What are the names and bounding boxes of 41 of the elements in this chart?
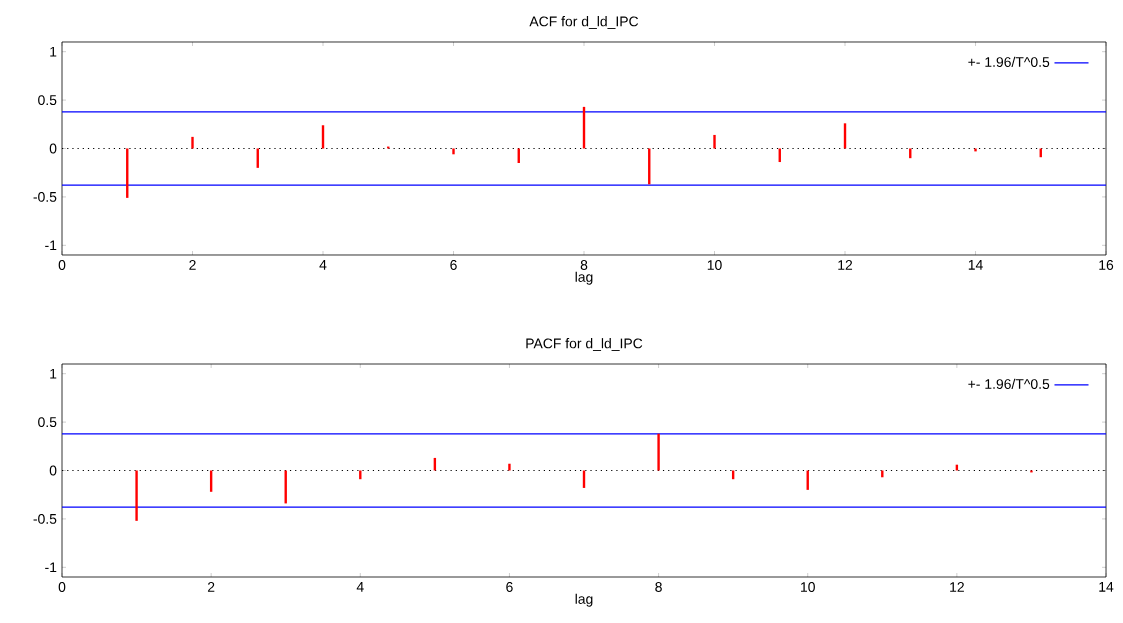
- y-tick-label: -1: [45, 562, 57, 573]
- x-tick-label: 12: [838, 260, 853, 270]
- x-tick-label: 2: [207, 582, 215, 592]
- x-tick-label: 12: [950, 582, 964, 592]
- chart-title: ACF for d_ld_IPC: [529, 16, 639, 29]
- x-tick-label: 8: [580, 260, 588, 270]
- y-tick-label: 0: [49, 143, 57, 154]
- y-tick-label: -1: [45, 240, 57, 251]
- x-tick-label: 14: [1099, 582, 1114, 592]
- bar: [974, 148, 977, 152]
- x-tick-label: 16: [1099, 260, 1114, 270]
- x-tick-label: 6: [506, 582, 513, 592]
- y-tick-label: 0.5: [38, 417, 57, 428]
- chart-title: PACF for d_ld_IPC: [526, 338, 643, 351]
- x-axis-title: lag: [575, 271, 593, 285]
- y-tick-label: 1: [50, 368, 57, 379]
- y-tick-label: -0.5: [33, 191, 57, 202]
- x-tick-label: 6: [450, 260, 457, 270]
- x-tick-label: 8: [655, 582, 662, 592]
- x-tick-label: 2: [189, 260, 196, 270]
- legend-label: +- 1.96/T^0.5: [968, 378, 1050, 389]
- bar: [135, 470, 138, 521]
- x-tick-label: 4: [319, 260, 327, 270]
- x-tick-label: 4: [356, 582, 364, 592]
- y-tick-label: 0: [49, 465, 57, 476]
- bar: [191, 136, 194, 149]
- x-tick-label: 0: [58, 582, 66, 592]
- y-tick-label: 0.5: [38, 95, 57, 106]
- bar: [881, 470, 884, 478]
- bar: [657, 433, 660, 471]
- x-axis-title: lag: [575, 593, 593, 607]
- y-tick-label: -0.5: [33, 513, 57, 524]
- x-tick-label: 10: [707, 260, 722, 270]
- legend-label: +- 1.96/T^0.5: [968, 56, 1050, 67]
- bar: [452, 148, 455, 155]
- y-tick-label: 1: [50, 46, 57, 57]
- x-tick-label: 10: [801, 582, 815, 592]
- bar: [508, 463, 511, 471]
- x-tick-label: 14: [968, 260, 983, 270]
- x-tick-label: 0: [58, 260, 66, 270]
- bar: [713, 134, 716, 149]
